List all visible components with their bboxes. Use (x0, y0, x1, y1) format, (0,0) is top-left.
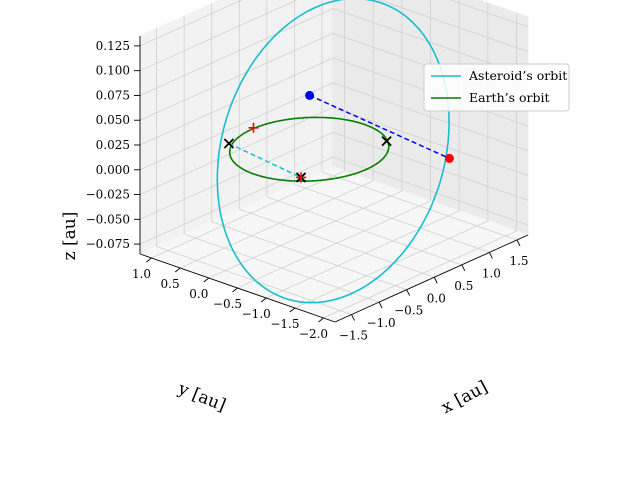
grid-side-z-5 (332, 82, 529, 152)
y-tick-label-3: −0.5 (213, 297, 242, 311)
marker-dot-2 (444, 153, 454, 163)
z-axis-label: z [au] (60, 212, 80, 261)
y-tick-2 (203, 277, 210, 283)
x-axis-line (334, 234, 529, 323)
z-tick-label-6: −0.025 (86, 188, 130, 202)
marker-plus-6 (296, 172, 307, 183)
grid-back-z-2 (139, 8, 334, 96)
grid-floor-y-1 (179, 180, 374, 269)
tick-marks (134, 45, 521, 323)
grid-side-z-1 (378, 0, 529, 53)
grid-back-z-0 (139, 0, 243, 47)
y-axis-label: y [au] (174, 378, 228, 415)
x-tick-5 (488, 252, 493, 259)
grid-back-z-8 (139, 156, 334, 245)
axis-panes (138, 0, 530, 323)
grid-side-z-7 (332, 131, 529, 201)
x-tick-0 (351, 314, 355, 321)
z-tick-label-3: 0.050 (96, 113, 130, 127)
z-tick-label-5: 0.000 (96, 163, 130, 177)
z-tick-label-8: −0.075 (86, 237, 130, 251)
y-tick-4 (260, 297, 267, 303)
x-tick-label-2: −0.5 (394, 304, 423, 318)
series-line-1 (228, 116, 390, 182)
x-tick-1 (378, 301, 383, 309)
x-tick-label-3: 0.0 (427, 291, 446, 305)
z-tick-label-4: 0.025 (96, 138, 130, 152)
x-tick-3 (433, 277, 438, 284)
x-tick-label-5: 1.0 (482, 266, 501, 280)
x-tick-label-0: −1.5 (339, 329, 368, 343)
y-tick-label-6: −2.0 (299, 327, 328, 341)
connector-lines (228, 94, 450, 179)
marker-plus-0 (248, 122, 259, 133)
connector-0 (309, 94, 450, 160)
z-tick-label-2: 0.075 (96, 89, 130, 103)
grid-floor-y-6 (323, 230, 517, 319)
grid-back-z-6 (139, 107, 334, 195)
y-tick-label-2: 0.0 (189, 287, 208, 301)
x-tick-label-6: 1.5 (509, 254, 528, 268)
tick-labels: −1.5−1.0−0.50.00.51.01.51.00.50.0−0.5−1.… (86, 39, 529, 343)
connector-1 (228, 142, 302, 179)
grid-side-z-0 (449, 0, 529, 28)
grid-side-z-8 (332, 156, 529, 226)
x-axis-label: x [au] (438, 377, 491, 418)
legend-label-asteroid: Asteroid’s orbit (468, 68, 567, 83)
grid-side-z-6 (332, 107, 529, 176)
z-tick-label-7: −0.050 (86, 212, 130, 226)
marker-cross-3 (223, 138, 235, 149)
x-tick-2 (406, 289, 411, 296)
y-tick-6 (318, 317, 324, 323)
x-tick-6 (516, 239, 521, 247)
z-tick-label-0: 0.125 (96, 39, 130, 53)
z-tick-label-1: 0.100 (96, 64, 130, 78)
grid-back-z-1 (139, 0, 298, 72)
marker-cross-4 (381, 136, 392, 147)
marker-dot-1 (305, 90, 315, 100)
y-tick-1 (174, 267, 181, 273)
y-tick-label-5: −1.5 (270, 317, 299, 331)
y-tick-label-0: 1.0 (132, 267, 151, 281)
grid-back-z-3 (139, 32, 334, 121)
y-tick-5 (289, 307, 296, 313)
grid-back-z-4 (139, 57, 334, 146)
legend-label-earth: Earth’s orbit (469, 90, 550, 105)
grid-floor-y-4 (266, 210, 460, 299)
y-tick-label-4: −1.0 (242, 307, 271, 321)
point-markers (223, 90, 454, 183)
x-tick-label-1: −1.0 (367, 316, 396, 330)
grid-floor-y-3 (237, 200, 431, 289)
legend: Asteroid’s orbit Earth’s orbit (423, 63, 570, 112)
grid-back-z-5 (139, 82, 334, 171)
y-tick-label-1: 0.5 (161, 277, 180, 291)
x-tick-label-4: 0.5 (454, 279, 473, 293)
grid-floor-y-0 (151, 170, 345, 259)
y-tick-0 (146, 257, 152, 263)
grid-back-z-7 (139, 131, 334, 220)
x-tick-4 (461, 264, 466, 272)
y-tick-3 (232, 287, 238, 293)
